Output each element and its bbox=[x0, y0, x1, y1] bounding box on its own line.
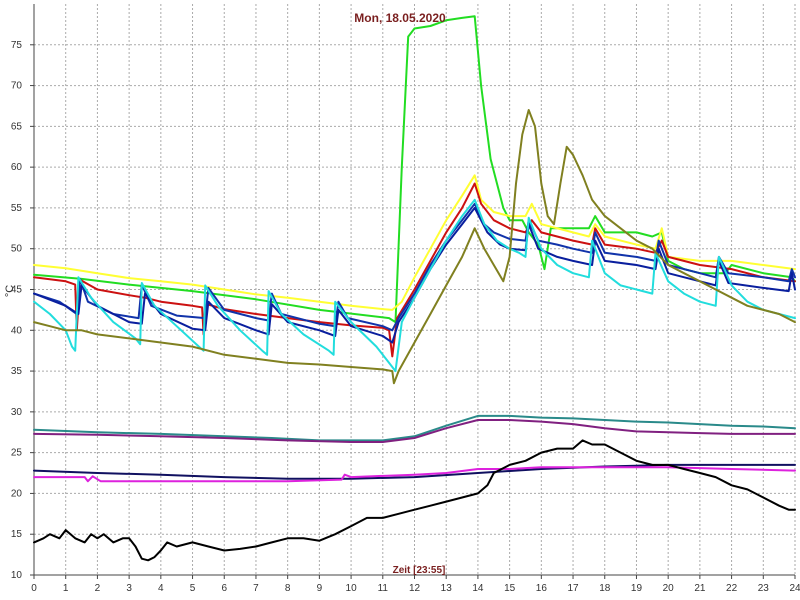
y-tick-label-20: 20 bbox=[11, 488, 23, 499]
x-tick-label-24: 24 bbox=[789, 583, 800, 594]
x-tick-label-18: 18 bbox=[599, 583, 611, 594]
x-tick-label-13: 13 bbox=[441, 583, 453, 594]
x-tick-label-8: 8 bbox=[285, 583, 291, 594]
series-line-9 bbox=[33, 419, 796, 443]
y-axis-label: °C bbox=[4, 285, 16, 297]
series-lines bbox=[33, 15, 796, 562]
x-tick-label-11: 11 bbox=[378, 583, 389, 594]
x-tick-label-23: 23 bbox=[758, 583, 770, 594]
x-tick-label-0: 0 bbox=[31, 583, 37, 594]
x-tick-label-9: 9 bbox=[317, 583, 323, 594]
y-tick-label-45: 45 bbox=[11, 285, 23, 296]
series-line-7 bbox=[33, 109, 796, 385]
x-tick-label-3: 3 bbox=[126, 583, 132, 594]
x-tick-label-20: 20 bbox=[663, 583, 675, 594]
x-tick-label-7: 7 bbox=[253, 583, 259, 594]
y-tick-labels: 10 15 20 25 30 35 40 45 50 55 60 65 70 75 bbox=[11, 40, 23, 581]
x-tick-label-4: 4 bbox=[158, 583, 164, 594]
series-line-12 bbox=[33, 439, 796, 562]
axes bbox=[30, 4, 796, 579]
x-tick-label-15: 15 bbox=[504, 583, 516, 594]
series-line-2 bbox=[33, 174, 796, 311]
series-line-6 bbox=[33, 198, 796, 373]
y-tick-label-25: 25 bbox=[11, 448, 23, 459]
x-tick-label-21: 21 bbox=[694, 583, 706, 594]
x-axis-label: Zeit [23:55] bbox=[393, 565, 446, 576]
x-tick-label-1: 1 bbox=[63, 583, 69, 594]
x-tick-label-14: 14 bbox=[472, 583, 484, 594]
y-tick-label-75: 75 bbox=[11, 40, 23, 51]
y-tick-label-50: 50 bbox=[11, 244, 23, 255]
x-tick-label-2: 2 bbox=[95, 583, 101, 594]
x-tick-label-22: 22 bbox=[726, 583, 738, 594]
x-tick-label-16: 16 bbox=[536, 583, 548, 594]
x-tick-label-10: 10 bbox=[346, 583, 358, 594]
chart-title: Mon, 18.05.2020 bbox=[354, 11, 446, 25]
y-tick-label-65: 65 bbox=[11, 121, 23, 132]
grid bbox=[34, 4, 796, 576]
series-line-11 bbox=[33, 466, 796, 483]
x-tick-labels: 0 1 2 3 4 5 6 7 8 9 10 11 12 13 14 15 16 17 18 19 20 21 22 23 24 bbox=[31, 583, 800, 594]
y-tick-label-40: 40 bbox=[11, 325, 23, 336]
y-tick-label-30: 30 bbox=[11, 407, 23, 418]
x-tick-label-17: 17 bbox=[567, 583, 579, 594]
series-line-8 bbox=[33, 414, 796, 442]
y-tick-label-10: 10 bbox=[11, 570, 23, 581]
x-tick-label-12: 12 bbox=[409, 583, 421, 594]
series-line-1 bbox=[33, 15, 796, 324]
x-tick-label-5: 5 bbox=[190, 583, 196, 594]
x-tick-label-6: 6 bbox=[221, 583, 227, 594]
y-tick-label-35: 35 bbox=[11, 366, 23, 377]
y-tick-label-70: 70 bbox=[11, 81, 23, 92]
y-tick-label-15: 15 bbox=[11, 529, 23, 540]
x-tick-label-19: 19 bbox=[631, 583, 643, 594]
y-tick-label-60: 60 bbox=[11, 162, 23, 173]
y-tick-label-55: 55 bbox=[11, 203, 23, 214]
